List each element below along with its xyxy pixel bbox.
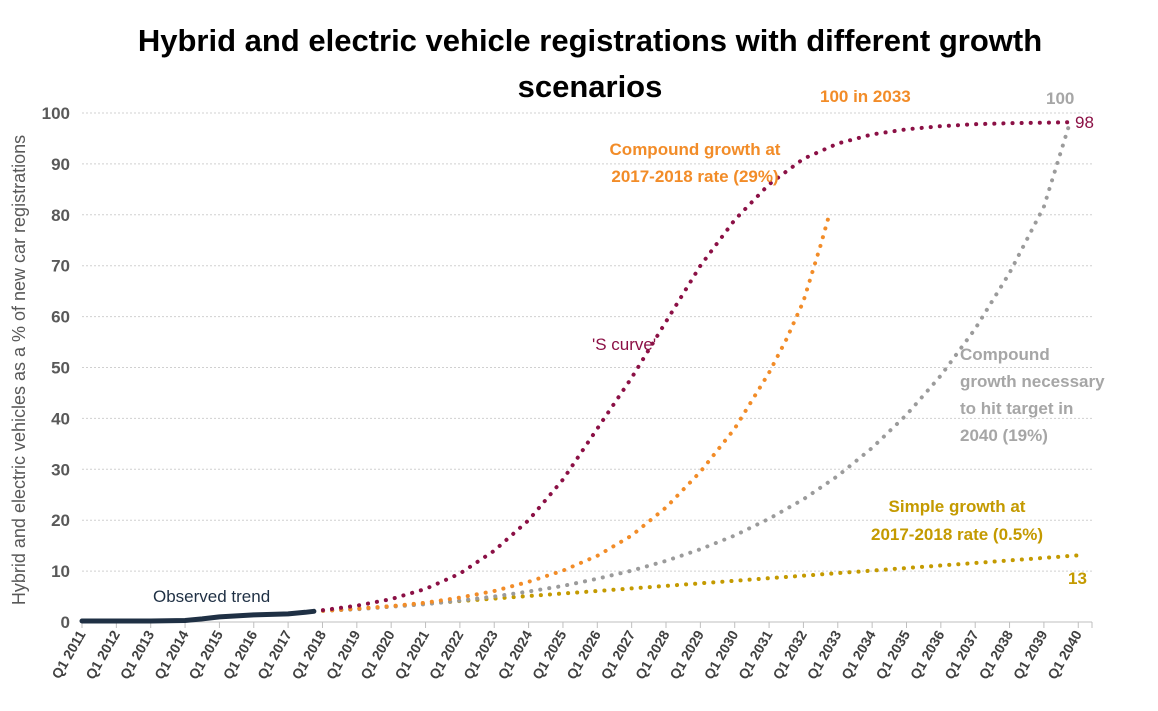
- observed-trend-label: Observed trend: [153, 587, 270, 606]
- series-line-compound-growth-at-2017-2018-rate-29: [311, 212, 832, 614]
- y-tick-label: 50: [51, 359, 70, 378]
- y-tick-label: 60: [51, 308, 70, 327]
- series-line-observed-trend: [79, 608, 317, 624]
- y-tick-label: 100: [42, 104, 70, 123]
- gridlines: [82, 112, 1092, 572]
- compound-29-label-line1: Compound growth at: [610, 140, 781, 159]
- compound-19-end-label: 100: [1046, 89, 1074, 108]
- compound-29-end-label: 100 in 2033: [820, 87, 911, 106]
- s-curve-end-label: 98: [1075, 113, 1094, 132]
- series-line-compound-growth-necessary-to-hit-target-in-2040-19: [311, 121, 1072, 614]
- compound-19-label-line4: 2040 (19%): [960, 426, 1048, 445]
- series-layer: [79, 120, 1081, 624]
- y-tick-label: 80: [51, 206, 70, 225]
- y-tick-label: 90: [51, 155, 70, 174]
- series-line-simple-growth-at-2017-2018-rate-0-5: [311, 553, 1081, 614]
- y-tick-label: 40: [51, 409, 70, 428]
- s-curve-label: 'S curve': [592, 335, 656, 354]
- compound-29-label-line2: 2017-2018 rate (29%): [611, 167, 778, 186]
- simple-growth-end-label: 13: [1068, 569, 1087, 588]
- y-tick-label: 10: [51, 562, 70, 581]
- compound-19-label-line1: Compound: [960, 345, 1050, 364]
- y-axis-title: Hybrid and electric vehicles as a % of n…: [9, 135, 29, 605]
- y-tick-label: 30: [51, 460, 70, 479]
- compound-19-label-line2: growth necessary: [960, 372, 1105, 391]
- simple-growth-label-line1: Simple growth at: [889, 497, 1026, 516]
- y-tick-label: 0: [61, 613, 70, 632]
- y-axis: 0 10 20 30 40 50 60 70 80 90 100: [42, 104, 70, 632]
- compound-19-label-line3: to hit target in: [960, 399, 1073, 418]
- series-line-s-curve: [311, 120, 1072, 614]
- y-tick-label: 70: [51, 257, 70, 276]
- y-tick-label: 20: [51, 511, 70, 530]
- simple-growth-label-line2: 2017-2018 rate (0.5%): [871, 525, 1043, 544]
- chart-title: Hybrid and electric vehicle registration…: [137, 23, 1043, 104]
